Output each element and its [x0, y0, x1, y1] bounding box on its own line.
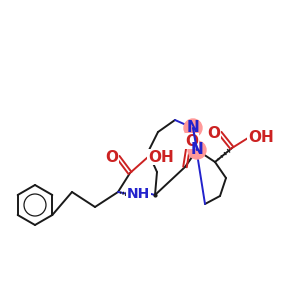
Text: OH: OH: [148, 149, 174, 164]
Text: O: O: [106, 149, 118, 164]
Circle shape: [188, 141, 206, 159]
Circle shape: [184, 119, 202, 137]
Text: N: N: [187, 121, 200, 136]
Text: N: N: [190, 142, 203, 158]
Text: NH: NH: [127, 187, 150, 200]
Text: O: O: [185, 134, 199, 148]
Text: OH: OH: [248, 130, 274, 146]
Text: O: O: [208, 125, 220, 140]
